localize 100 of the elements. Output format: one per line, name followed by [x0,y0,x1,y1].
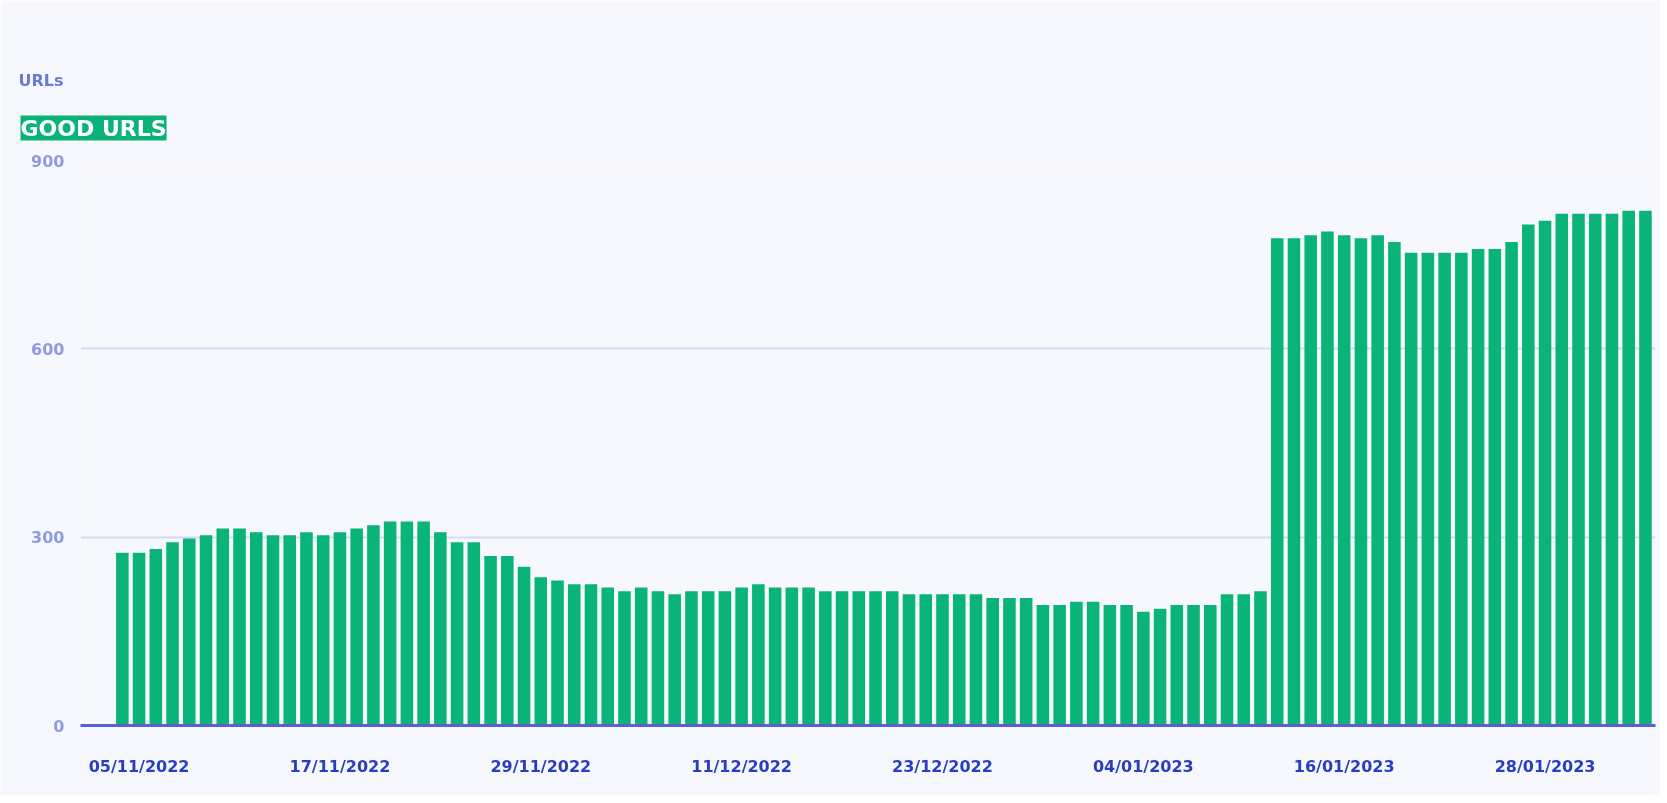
x-tick-label: 16/01/2023 [1293,756,1395,776]
bar [986,598,999,726]
bar [1572,213,1585,726]
bar [316,535,330,726]
bar [752,584,765,726]
bar [1404,252,1418,726]
bar [1321,231,1334,726]
x-tick-label: 05/11/2022 [88,756,190,776]
bar [216,528,230,726]
bar [634,587,648,726]
bar [333,532,347,726]
bar [685,591,698,726]
bar [869,591,882,726]
bar [300,532,313,726]
bar [1304,235,1317,726]
y-tick-label: 300 [31,528,65,548]
bar [1455,252,1468,726]
bar [1204,604,1217,726]
bar [1337,235,1351,726]
bar [651,591,665,726]
bar [1588,213,1602,726]
bar [835,591,849,726]
bar [1287,238,1301,726]
bar [1070,601,1083,726]
bar [417,521,430,726]
x-tick-label: 11/12/2022 [691,756,793,776]
bar [1505,242,1518,726]
bar [919,594,933,726]
bar [1019,598,1033,726]
bar [149,549,163,726]
y-tick-label: 900 [31,151,65,171]
y-tick-label: 600 [31,339,65,359]
bar [450,542,464,726]
bar [517,566,531,726]
bar [434,532,447,726]
bar [952,594,966,726]
y-axis-title: URLs [18,70,64,90]
x-tick-label: 23/12/2022 [892,756,993,776]
bar [551,580,564,726]
bar [501,556,514,726]
bar [1053,604,1066,726]
bar [969,594,983,726]
bar [852,591,866,726]
bar [132,552,146,726]
chart-title: GOOD URLS [20,115,167,141]
bar [1270,238,1284,726]
bar [1555,213,1569,726]
bar [1170,604,1184,726]
x-tick-label: 28/01/2023 [1494,756,1596,776]
bar [1354,238,1368,726]
bar [1605,213,1619,726]
bar [249,532,263,726]
bar [383,521,397,726]
bar [467,542,481,726]
bar [718,591,732,726]
bar [1103,604,1117,726]
y-tick-label: 0 [53,716,65,736]
bar [1003,598,1016,726]
bar [1622,210,1635,726]
bar [199,535,213,726]
bar [1137,611,1150,726]
bar [1471,249,1485,726]
bar [183,538,196,726]
bar [1153,608,1167,726]
bar [618,591,631,726]
bar [902,594,916,726]
bar [785,587,799,726]
bar [1421,252,1435,726]
bar [1488,249,1502,726]
bar [367,525,380,726]
bar [1371,235,1384,726]
bar [116,552,129,726]
bar [166,542,179,726]
bar [266,535,280,726]
bar [735,587,748,726]
bar [1639,210,1652,726]
bar [1220,594,1234,726]
bar [350,528,363,726]
bar [936,594,949,726]
bar [885,591,899,726]
bar [1237,594,1251,726]
bar [1187,604,1200,726]
bar [802,587,815,726]
bar [601,587,615,726]
bar [1388,242,1401,726]
x-tick-label: 17/11/2022 [289,756,391,776]
bar [701,591,715,726]
bar [1254,591,1267,726]
bar [233,528,246,726]
bar [484,556,497,726]
bar [567,584,581,726]
bar [1538,220,1552,726]
x-tick-label: 04/01/2023 [1092,756,1194,776]
bar [534,577,548,726]
bar [283,535,296,726]
bar [584,584,598,726]
bar [1036,604,1050,726]
bar [1438,252,1451,726]
bar [768,587,782,726]
bar [1120,604,1133,726]
